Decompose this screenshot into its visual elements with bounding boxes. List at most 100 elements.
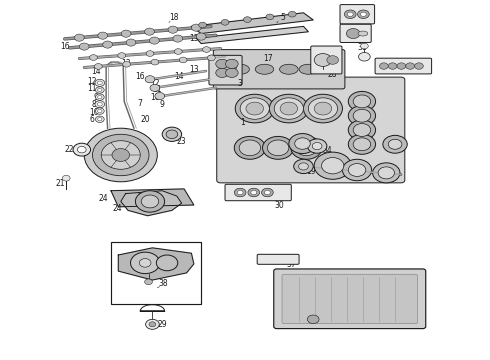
Circle shape <box>289 134 316 154</box>
Circle shape <box>246 102 264 115</box>
Ellipse shape <box>299 64 318 74</box>
Polygon shape <box>192 13 313 33</box>
Circle shape <box>156 255 178 271</box>
Ellipse shape <box>231 64 249 74</box>
Circle shape <box>262 188 273 197</box>
Polygon shape <box>196 26 308 44</box>
Text: 35: 35 <box>308 141 318 150</box>
Text: 13: 13 <box>189 65 198 74</box>
Circle shape <box>353 95 371 108</box>
Text: 30: 30 <box>274 201 284 210</box>
Circle shape <box>274 98 303 119</box>
Text: 29: 29 <box>157 320 167 329</box>
Circle shape <box>343 159 372 181</box>
Ellipse shape <box>255 64 274 74</box>
Text: 25: 25 <box>150 203 160 212</box>
Circle shape <box>146 319 159 329</box>
Circle shape <box>95 79 105 86</box>
Text: 16: 16 <box>60 41 70 50</box>
Text: 37: 37 <box>287 260 296 269</box>
Circle shape <box>225 68 238 77</box>
Circle shape <box>353 123 371 136</box>
Circle shape <box>162 127 182 141</box>
Text: 28: 28 <box>328 70 338 79</box>
Text: 33: 33 <box>274 185 284 194</box>
Circle shape <box>166 130 178 139</box>
Text: 2: 2 <box>233 66 238 75</box>
Text: 8: 8 <box>92 100 97 109</box>
Circle shape <box>239 140 261 156</box>
Polygon shape <box>118 248 194 280</box>
Circle shape <box>98 95 102 99</box>
Text: 21: 21 <box>55 179 65 188</box>
Circle shape <box>314 152 351 179</box>
Circle shape <box>179 57 187 63</box>
Text: 5: 5 <box>281 13 286 22</box>
Circle shape <box>303 94 343 123</box>
Circle shape <box>112 149 129 161</box>
Circle shape <box>101 141 140 169</box>
Circle shape <box>353 109 371 122</box>
Circle shape <box>192 24 201 31</box>
Circle shape <box>248 188 260 197</box>
Circle shape <box>202 47 210 53</box>
Text: 14: 14 <box>174 72 184 81</box>
Circle shape <box>358 10 369 18</box>
Circle shape <box>149 322 156 327</box>
Circle shape <box>348 163 366 176</box>
Circle shape <box>150 84 160 91</box>
Circle shape <box>361 43 368 49</box>
Polygon shape <box>111 189 194 207</box>
Circle shape <box>84 128 157 182</box>
Circle shape <box>383 135 407 153</box>
Circle shape <box>321 158 344 174</box>
Circle shape <box>141 195 159 208</box>
Circle shape <box>98 88 102 91</box>
Text: 20: 20 <box>140 116 150 125</box>
FancyBboxPatch shape <box>282 274 417 324</box>
FancyBboxPatch shape <box>340 24 371 42</box>
Circle shape <box>98 103 102 106</box>
Text: 16: 16 <box>135 72 145 81</box>
Circle shape <box>234 188 246 197</box>
Circle shape <box>263 136 294 159</box>
Circle shape <box>327 56 339 64</box>
Text: 9: 9 <box>160 100 165 109</box>
Circle shape <box>270 94 308 123</box>
FancyBboxPatch shape <box>213 50 345 89</box>
Circle shape <box>174 49 182 54</box>
Circle shape <box>95 101 105 108</box>
Circle shape <box>308 98 338 119</box>
Circle shape <box>93 134 149 176</box>
Circle shape <box>348 120 375 140</box>
Circle shape <box>96 87 104 93</box>
FancyBboxPatch shape <box>274 269 426 329</box>
FancyBboxPatch shape <box>225 184 291 201</box>
Text: 12: 12 <box>150 79 160 88</box>
Circle shape <box>196 33 206 40</box>
Circle shape <box>388 63 397 69</box>
Circle shape <box>145 28 154 35</box>
Circle shape <box>312 143 322 150</box>
Text: 6: 6 <box>89 115 94 124</box>
Circle shape <box>397 63 406 69</box>
Circle shape <box>146 51 154 57</box>
FancyBboxPatch shape <box>217 77 405 183</box>
Circle shape <box>77 147 86 153</box>
Circle shape <box>378 167 394 179</box>
Circle shape <box>173 35 183 42</box>
Text: 18: 18 <box>114 151 123 160</box>
Circle shape <box>314 54 332 66</box>
Text: 10: 10 <box>150 93 160 102</box>
Text: 7: 7 <box>138 99 143 108</box>
Circle shape <box>96 116 104 122</box>
Circle shape <box>207 55 215 61</box>
FancyBboxPatch shape <box>257 254 299 264</box>
Circle shape <box>90 55 98 60</box>
Circle shape <box>216 68 228 77</box>
Circle shape <box>307 139 327 153</box>
FancyBboxPatch shape <box>375 58 432 74</box>
Text: 23: 23 <box>177 137 187 146</box>
Circle shape <box>266 14 274 20</box>
Circle shape <box>149 37 159 44</box>
